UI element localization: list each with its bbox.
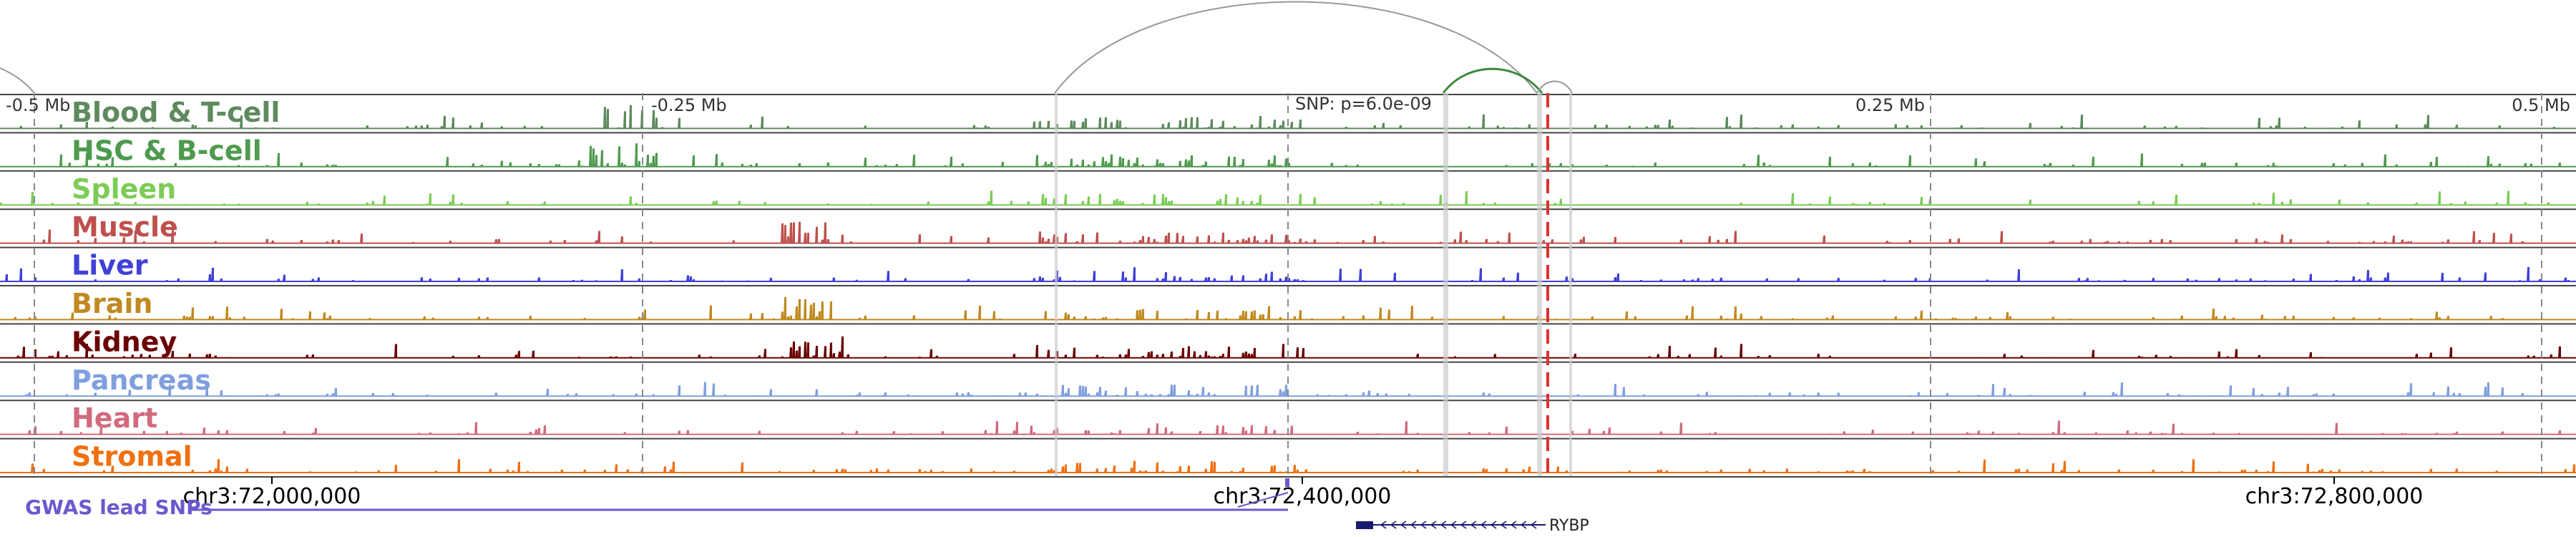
track-label-3: Muscle xyxy=(72,211,178,243)
track-label-5: Brain xyxy=(72,288,152,319)
strand-arrow xyxy=(1450,521,1457,529)
track-labels: Blood & T-cell HSC & B-cell Spleen Muscle Li… xyxy=(72,97,280,473)
strand-arrow xyxy=(1410,521,1417,529)
strand-arrow xyxy=(1510,521,1517,529)
strand-arrow xyxy=(1470,521,1477,529)
track-label-6: Kidney xyxy=(72,326,177,357)
gwas-snp-marker xyxy=(1285,478,1289,487)
gene-label: RYBP xyxy=(1549,517,1589,535)
strand-arrow xyxy=(1520,521,1527,529)
strand-arrow xyxy=(1490,521,1497,529)
highlight-band xyxy=(1569,93,1572,476)
strand-arrow xyxy=(1380,521,1387,529)
track-label-4: Liver xyxy=(72,250,148,281)
snp-pvalue-label: SNP: p=6.0e-09 xyxy=(1295,94,1432,114)
scale-label-neg-0.5: -0.5 Mb xyxy=(6,95,70,115)
track-label-8: Heart xyxy=(72,402,157,434)
coordinate-label-center: chr3:72,400,000 xyxy=(1214,484,1392,509)
highlight-band xyxy=(1443,93,1448,476)
gwas-link xyxy=(1237,492,1289,508)
track-5 xyxy=(0,285,2576,321)
strand-arrow xyxy=(1460,521,1467,529)
highlight-band xyxy=(1055,93,1058,476)
scale-label-0.5: 0.5 Mb xyxy=(2512,95,2570,115)
highlight-band xyxy=(1537,93,1542,476)
loop-arc xyxy=(0,67,35,94)
strand-arrow xyxy=(1390,521,1397,529)
loop-arc xyxy=(1442,67,1543,94)
scale-label-0.25: 0.25 Mb xyxy=(1855,95,1925,115)
gwas-label: GWAS lead SNPs xyxy=(25,495,213,519)
strand-arrow xyxy=(1430,521,1437,529)
chromatin-loop-arcs xyxy=(0,1,1573,94)
signal-peaks-9 xyxy=(0,459,2576,473)
signal-peaks-5 xyxy=(0,296,2576,320)
strand-arrow xyxy=(1420,521,1427,529)
track-label-1: HSC & B-cell xyxy=(72,135,262,166)
strand-arrow xyxy=(1480,521,1487,529)
gene-exon xyxy=(1356,521,1373,529)
gene-strand-arrows xyxy=(1380,521,1537,529)
strand-arrow xyxy=(1440,521,1447,529)
loop-arc xyxy=(1054,1,1538,94)
strand-arrow xyxy=(1530,521,1537,529)
track-label-9: Stromal xyxy=(72,441,192,473)
track-label-2: Spleen xyxy=(72,173,176,205)
track-label-7: Pancreas xyxy=(72,364,211,396)
coordinate-label-right: chr3:72,800,000 xyxy=(2245,484,2424,509)
scale-markers xyxy=(34,93,2542,476)
gene-annotation: RYBP xyxy=(1356,517,1589,535)
coordinate-label-left: chr3:72,000,000 xyxy=(183,484,361,509)
strand-arrow xyxy=(1400,521,1407,529)
coordinate-axis: chr3:72,000,000 chr3:72,400,000 chr3:72,… xyxy=(183,477,2424,509)
strand-arrow xyxy=(1500,521,1507,529)
track-label-0: Blood & T-cell xyxy=(72,97,280,128)
scale-label-neg-0.25: -0.25 Mb xyxy=(651,95,727,115)
loop-arc xyxy=(1536,80,1573,94)
